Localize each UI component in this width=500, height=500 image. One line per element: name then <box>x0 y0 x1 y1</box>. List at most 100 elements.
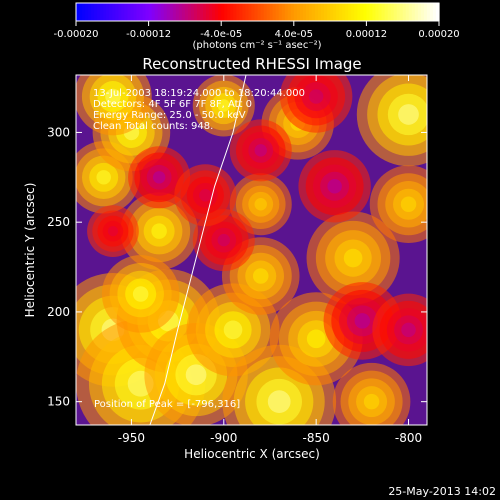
emission-blob <box>400 196 417 212</box>
colorbar-segment <box>79 3 83 21</box>
intensity-map <box>76 75 427 425</box>
colorbar-segment <box>363 3 367 21</box>
x-axis-label: Heliocentric X (arcsec) <box>184 447 320 461</box>
emission-blob <box>105 88 121 105</box>
colorbar-segment <box>127 3 132 21</box>
colorbar-segment <box>245 3 250 21</box>
colorbar-gradient <box>76 3 440 21</box>
emission-blob <box>185 364 207 386</box>
colorbar-segment <box>275 3 280 21</box>
emission-blob <box>254 198 267 211</box>
x-tick-label: -850 <box>303 431 330 445</box>
colorbar-tick-label: 0.00020 <box>418 29 459 40</box>
colorbar-segment <box>163 3 168 21</box>
colorbar-segment <box>366 3 371 21</box>
solar-limb-line <box>149 75 247 425</box>
colorbar-segment <box>299 3 304 21</box>
colorbar-segment <box>91 3 95 21</box>
colorbar-segment <box>390 3 395 21</box>
colorbar-segment <box>248 3 253 21</box>
emission-blob <box>267 390 291 414</box>
colorbar-segment <box>200 3 204 21</box>
y-axis-label: Heliocentric Y (arcsec) <box>23 183 37 318</box>
plot-annotations: 13-Jul-2003 18:19:24.000 to 18:20:44.000… <box>93 88 305 132</box>
colorbar-tick-label: -4.0e-05 <box>200 29 242 40</box>
colorbar-segment <box>148 3 153 21</box>
colorbar-segment <box>429 3 434 21</box>
colorbar-segment <box>230 3 234 21</box>
y-tick-label: 300 <box>47 125 70 139</box>
colorbar-segment <box>293 3 298 21</box>
colorbar-segment <box>236 3 240 21</box>
colorbar-segment <box>417 3 422 21</box>
colorbar-segment <box>318 3 322 21</box>
colorbar-segment <box>115 3 119 21</box>
colorbar-tick-label: 0.00012 <box>346 29 387 40</box>
colorbar-segment <box>151 3 156 21</box>
colorbar-segment <box>426 3 431 21</box>
colorbar: -0.00020 -0.00012 -4.0e-05 4.0e-05 0.00012 0.… <box>54 2 460 51</box>
colorbar-segment <box>305 3 310 21</box>
colorbar-segment <box>330 3 334 21</box>
colorbar-segment <box>221 3 225 21</box>
negative-blob <box>327 179 342 194</box>
colorbar-segment <box>251 3 256 21</box>
colorbar-segment <box>381 3 386 21</box>
colorbar-segment <box>169 3 174 21</box>
emission-blob <box>398 104 419 125</box>
colorbar-segment <box>142 3 147 21</box>
colorbar-segment <box>336 3 340 21</box>
colorbar-units: (photons cm⁻² s⁻¹ asec⁻²) <box>192 40 321 51</box>
colorbar-segment <box>224 3 228 21</box>
colorbar-segment <box>133 3 138 21</box>
colorbar-segment <box>405 3 410 21</box>
colorbar-segment <box>103 3 107 21</box>
x-tick-label: -900 <box>210 431 237 445</box>
colorbar-segment <box>327 3 331 21</box>
colorbar-segment <box>124 3 129 21</box>
colorbar-segment <box>284 3 289 21</box>
colorbar-segment <box>411 3 416 21</box>
colorbar-segment <box>172 3 177 21</box>
colorbar-segment <box>94 3 98 21</box>
colorbar-segment <box>203 3 207 21</box>
colorbar-segment <box>166 3 171 21</box>
colorbar-segment <box>369 3 374 21</box>
colorbar-segment <box>278 3 283 21</box>
colorbar-segment <box>218 3 222 21</box>
colorbar-ticks: -0.00020 -0.00012 -4.0e-05 4.0e-05 0.00012 0.… <box>54 21 460 40</box>
annotation-line: Detectors: 4F 5F 6F 7F 8F, Att 0 <box>93 99 252 110</box>
colorbar-segment <box>281 3 286 21</box>
colorbar-segment <box>121 3 125 21</box>
emission-blob <box>343 248 363 268</box>
colorbar-segment <box>260 3 265 21</box>
colorbar-segment <box>375 3 380 21</box>
colorbar-segment <box>414 3 419 21</box>
colorbar-segment <box>190 3 195 21</box>
colorbar-tick-label: -0.00012 <box>126 29 171 40</box>
colorbar-segment <box>342 3 346 21</box>
colorbar-segment <box>254 3 259 21</box>
colorbar-segment <box>314 3 319 21</box>
negative-blob <box>152 171 166 184</box>
colorbar-segment <box>215 3 219 21</box>
colorbar-segment <box>160 3 165 21</box>
emission-blob <box>217 99 230 112</box>
colorbar-segment <box>157 3 162 21</box>
colorbar-segment <box>339 3 343 21</box>
image-area <box>76 75 427 425</box>
colorbar-segment <box>97 3 101 21</box>
emission-blob <box>223 320 243 340</box>
colorbar-segment <box>130 3 135 21</box>
colorbar-segment <box>239 3 243 21</box>
colorbar-segment <box>109 3 113 21</box>
colorbar-frame <box>75 2 440 22</box>
colorbar-segment <box>184 3 189 21</box>
colorbar-segment <box>106 3 110 21</box>
colorbar-segment <box>139 3 144 21</box>
plot-date-stamp: 25-May-2013 14:02 <box>388 485 496 498</box>
colorbar-segment <box>206 3 210 21</box>
colorbar-segment <box>354 3 358 21</box>
